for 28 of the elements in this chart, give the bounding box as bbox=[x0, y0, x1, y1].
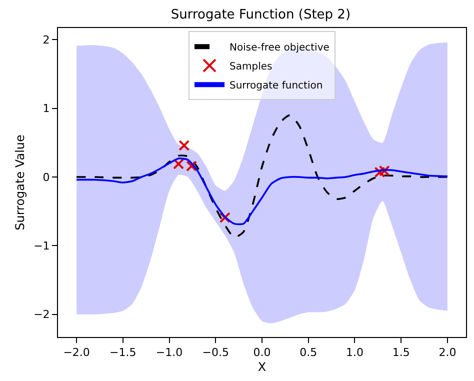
point bbox=[186, 160, 198, 172]
point bbox=[219, 212, 230, 224]
legend-label: Samples bbox=[230, 61, 272, 72]
y-tick-label: 0 bbox=[42, 170, 50, 184]
point bbox=[178, 140, 190, 151]
line-series bbox=[76, 158, 448, 226]
y-tick-label: 1 bbox=[42, 102, 50, 116]
point bbox=[378, 165, 390, 176]
y-tick-label: 2 bbox=[42, 34, 50, 47]
x-tick-label: 1.0 bbox=[346, 346, 364, 360]
x-tick-label: −2.0 bbox=[63, 346, 90, 360]
chart-title: Surrogate Function (Step 2) bbox=[170, 8, 351, 23]
x-tick-label: −1.5 bbox=[110, 346, 136, 360]
point bbox=[173, 158, 184, 170]
x-tick-label: 1.5 bbox=[392, 346, 410, 360]
x-tick-label: −0.5 bbox=[202, 346, 229, 360]
point bbox=[374, 166, 386, 178]
line-series bbox=[76, 114, 448, 238]
x-tick-label: −1.0 bbox=[156, 346, 183, 360]
y-axis-title: Surrogate Value bbox=[12, 134, 27, 230]
x-tick-label: 0.5 bbox=[300, 346, 318, 360]
legend-label: Noise-free objective bbox=[230, 42, 330, 54]
x-tick-label: 0.0 bbox=[253, 346, 271, 360]
legend-label: Surrogate function bbox=[230, 80, 323, 92]
y-tick-label: −1 bbox=[34, 240, 50, 253]
y-tick-label: −2 bbox=[34, 308, 50, 322]
x-tick-label: 2.0 bbox=[438, 346, 456, 360]
x-axis-title: X bbox=[258, 360, 266, 374]
